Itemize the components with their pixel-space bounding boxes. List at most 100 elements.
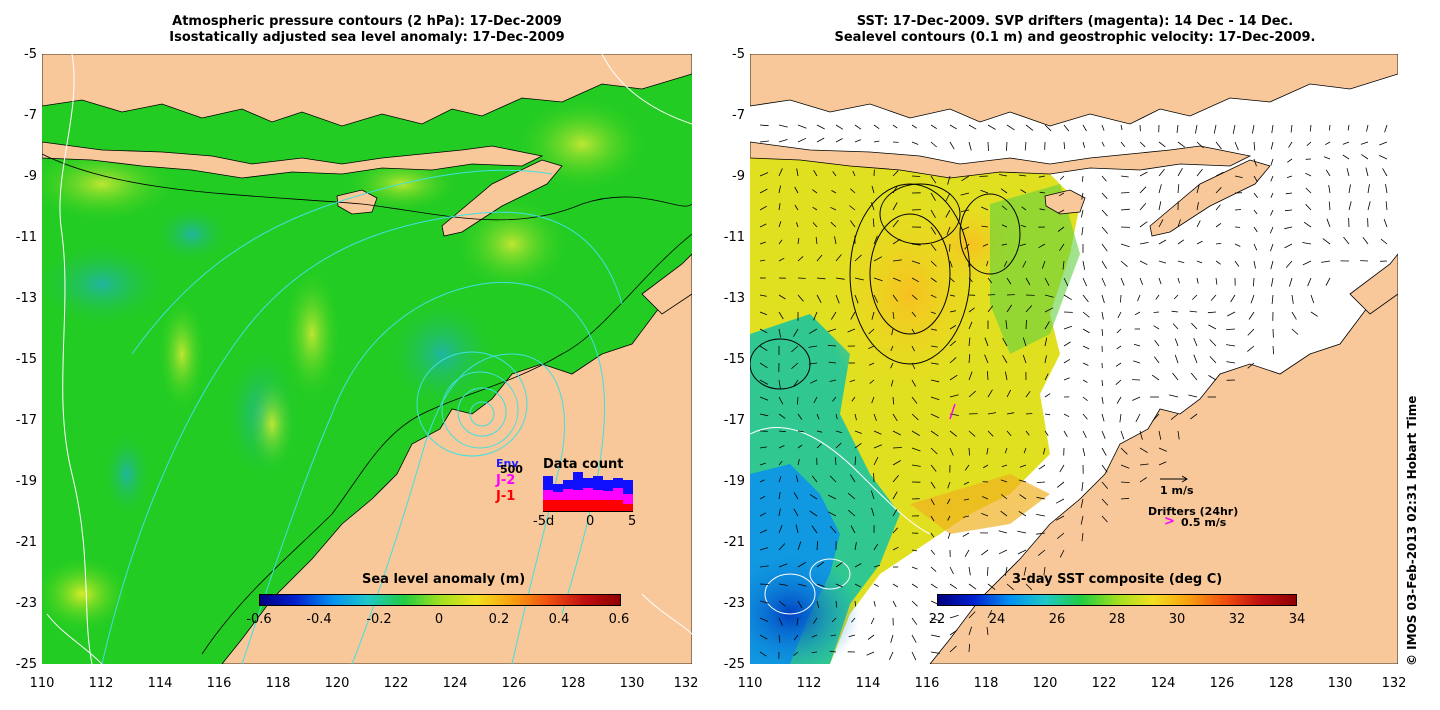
velocity-arrow bbox=[1213, 124, 1217, 134]
velocity-arrow bbox=[1133, 343, 1141, 347]
velocity-arrow bbox=[1119, 413, 1122, 423]
velocity-arrow bbox=[797, 413, 803, 420]
velocity-arrow bbox=[1025, 583, 1033, 591]
velocity-arrow bbox=[1063, 124, 1070, 132]
velocity-arrow bbox=[911, 447, 921, 452]
velocity-arrow bbox=[1082, 362, 1089, 366]
velocity-arrow bbox=[1039, 208, 1046, 211]
velocity-arrow bbox=[1115, 379, 1122, 385]
velocity-arrow bbox=[831, 190, 837, 194]
velocity-arrow bbox=[816, 413, 820, 420]
velocity-arrow bbox=[1270, 260, 1274, 270]
x-tick: 118 bbox=[973, 676, 999, 691]
velocity-arrow bbox=[1270, 141, 1274, 150]
velocity-arrow bbox=[1120, 481, 1130, 483]
velocity-arrow bbox=[1101, 243, 1108, 252]
velocity-arrow bbox=[892, 447, 902, 449]
velocity-arrow bbox=[835, 294, 840, 304]
velocity-arrow bbox=[911, 634, 917, 643]
velocity-arrow bbox=[892, 527, 898, 534]
velocity-arrow bbox=[1196, 202, 1199, 211]
velocity-arrow bbox=[1139, 447, 1148, 453]
velocity-arrow bbox=[949, 294, 955, 297]
drifter-scale-marker: > bbox=[1164, 514, 1175, 529]
velocity-arrow bbox=[930, 209, 936, 218]
velocity-arrow bbox=[1120, 175, 1129, 178]
velocity-arrow bbox=[811, 651, 818, 653]
velocity-arrow bbox=[986, 447, 989, 455]
velocity-arrow bbox=[1082, 447, 1086, 457]
velocity-arrow bbox=[1037, 549, 1046, 556]
velocity-arrow bbox=[1208, 375, 1217, 381]
velocity-arrow bbox=[1361, 154, 1369, 160]
velocity-arrow bbox=[1226, 361, 1236, 364]
velocity-arrow bbox=[1001, 243, 1008, 246]
x-tick: 130 bbox=[619, 676, 645, 691]
velocity-arrow bbox=[1116, 345, 1122, 350]
velocity-arrow bbox=[829, 379, 837, 382]
velocity-arrow bbox=[961, 175, 970, 182]
velocity-arrow bbox=[1139, 242, 1149, 245]
velocity-arrow bbox=[945, 209, 951, 218]
velocity-arrow bbox=[871, 507, 875, 517]
x-tick: 122 bbox=[1091, 676, 1117, 691]
velocity-arrow bbox=[1082, 311, 1090, 318]
velocity-arrow bbox=[1082, 294, 1089, 303]
velocity-arrow bbox=[851, 396, 856, 402]
velocity-arrow bbox=[946, 226, 951, 235]
velocity-arrow bbox=[1153, 356, 1160, 364]
velocity-arrow bbox=[911, 600, 918, 607]
velocity-arrow bbox=[930, 549, 936, 555]
velocity-arrow bbox=[911, 328, 915, 334]
velocity-arrow bbox=[791, 362, 799, 370]
velocity-arrow bbox=[930, 311, 936, 314]
velocity-arrow bbox=[1366, 124, 1369, 132]
velocity-arrow bbox=[986, 626, 989, 636]
x-tick: 110 bbox=[737, 676, 763, 691]
velocity-arrow bbox=[1253, 243, 1258, 251]
velocity-arrow bbox=[930, 396, 940, 401]
velocity-arrow bbox=[892, 546, 899, 551]
velocity-arrow bbox=[1158, 184, 1162, 194]
velocity-arrow bbox=[854, 563, 862, 568]
velocity-arrow bbox=[1284, 209, 1293, 212]
x-tick: 122 bbox=[383, 676, 409, 691]
velocity-arrow bbox=[873, 456, 879, 466]
x-tick: 124 bbox=[442, 676, 468, 691]
velocity-arrow bbox=[854, 430, 862, 434]
velocity-arrow bbox=[911, 413, 919, 421]
legend-env: Env bbox=[496, 457, 519, 470]
velocity-arrow bbox=[960, 192, 970, 196]
data-count-bars bbox=[543, 472, 633, 512]
velocity-arrow bbox=[1253, 192, 1258, 199]
velocity-arrow bbox=[1056, 481, 1065, 488]
velocity-arrow bbox=[1003, 260, 1008, 267]
right-colorbar bbox=[937, 594, 1297, 606]
velocity-arrow bbox=[1270, 158, 1274, 166]
velocity-arrow bbox=[930, 243, 937, 251]
velocity-arrow bbox=[793, 651, 799, 657]
left-cb-tick: 0.4 bbox=[548, 612, 570, 627]
velocity-arrow bbox=[911, 277, 919, 283]
velocity-arrow bbox=[1059, 243, 1065, 252]
velocity-arrow bbox=[1101, 430, 1106, 439]
velocity-arrow bbox=[1360, 141, 1369, 145]
right-map bbox=[750, 54, 1398, 664]
velocity-arrow bbox=[1025, 305, 1033, 313]
velocity-scale-arrow bbox=[1160, 475, 1188, 483]
velocity-arrow bbox=[1019, 243, 1027, 247]
velocity-arrow bbox=[816, 124, 825, 130]
velocity-arrow bbox=[811, 525, 818, 534]
velocity-arrow bbox=[835, 583, 843, 588]
velocity-arrow bbox=[892, 277, 901, 282]
velocity-arrow bbox=[1172, 372, 1179, 381]
velocity-arrow bbox=[890, 634, 894, 643]
velocity-arrow bbox=[812, 206, 818, 211]
isobath-contour bbox=[42, 153, 692, 655]
velocity-arrow bbox=[949, 566, 954, 575]
velocity-arrow bbox=[1385, 184, 1388, 194]
y-tick: -11 bbox=[723, 230, 745, 245]
velocity-arrow bbox=[1176, 124, 1179, 133]
velocity-arrow bbox=[1082, 260, 1086, 270]
velocity-arrow bbox=[835, 277, 845, 280]
